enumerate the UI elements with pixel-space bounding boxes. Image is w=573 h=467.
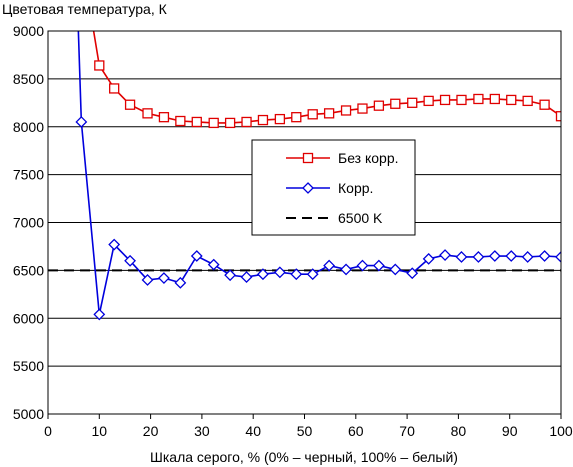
data-point-diamond <box>302 182 314 194</box>
data-point-square <box>489 93 500 105</box>
series-group <box>48 31 561 321</box>
data-point-square <box>390 98 401 109</box>
data-point-square <box>175 115 186 127</box>
x-tick-label: 20 <box>143 423 159 439</box>
data-point-square <box>522 95 533 107</box>
data-point-diamond <box>505 250 518 262</box>
data-point-diamond <box>93 308 106 321</box>
data-point-square <box>208 117 219 129</box>
data-point-square <box>302 152 314 164</box>
data-point-diamond <box>340 263 352 276</box>
y-tick-label: 5000 <box>13 406 44 422</box>
y-tick-label: 7000 <box>13 215 44 231</box>
x-tick-label: 90 <box>502 423 518 439</box>
legend-label: Корр. <box>338 180 373 196</box>
y-tick-labels: 5000 5500 6000 6500 7000 7500 8000 8500 9000 <box>13 23 44 422</box>
x-tick-label: 0 <box>44 423 52 439</box>
data-point-square <box>241 116 252 128</box>
x-tick-label: 30 <box>194 423 210 439</box>
data-point-diamond <box>158 272 170 284</box>
y-tick-label: 5500 <box>13 358 44 374</box>
legend-box <box>251 139 416 236</box>
legend-label: 6500 K <box>338 210 383 226</box>
data-point-diamond <box>521 251 534 263</box>
data-point-diamond <box>538 250 551 262</box>
data-point-square <box>94 60 105 71</box>
x-tick-label: 70 <box>399 423 415 439</box>
data-point-diamond <box>372 259 385 272</box>
x-tick-label: 60 <box>348 423 364 439</box>
data-point-diamond <box>323 259 336 272</box>
data-point-square <box>323 108 335 119</box>
x-axis-title: Шкала серого, % (0% – черный, 100% – бел… <box>150 449 458 465</box>
plot-area-frame <box>47 30 562 415</box>
data-point-diamond <box>306 268 319 281</box>
data-point-diamond <box>124 254 136 267</box>
data-point-square <box>191 116 202 128</box>
data-point-square <box>373 100 385 111</box>
data-point-diamond <box>75 116 88 128</box>
data-point-diamond <box>174 276 187 289</box>
legend-label: Без корр. <box>338 150 399 166</box>
data-point-diamond <box>406 267 419 280</box>
series-1 <box>75 31 561 321</box>
data-point-diamond <box>141 274 154 286</box>
data-point-diamond <box>207 258 220 271</box>
y-tick-label: 9000 <box>13 23 44 39</box>
data-point-diamond <box>224 269 237 282</box>
y-tick-label: 8000 <box>13 119 44 135</box>
data-point-diamond <box>257 268 269 281</box>
data-point-diamond <box>488 250 501 262</box>
data-point-diamond <box>555 251 561 263</box>
data-point-square <box>407 97 418 108</box>
data-point-square <box>274 113 286 125</box>
y-tick-label: 7500 <box>13 167 44 183</box>
y-tick-label: 8500 <box>13 71 44 87</box>
data-point-square <box>506 94 517 106</box>
data-point-square <box>291 112 302 123</box>
data-point-square <box>555 111 561 122</box>
x-tick-labels: 0 10 20 30 40 50 60 70 80 90 100 <box>44 414 573 439</box>
data-point-square <box>439 94 451 106</box>
data-point-square <box>423 95 434 107</box>
x-tick-label: 10 <box>92 423 108 439</box>
data-point-diamond <box>472 251 485 263</box>
x-tick-label: 50 <box>297 423 313 439</box>
data-point-square <box>307 109 318 120</box>
data-point-square <box>257 114 269 126</box>
data-point-square <box>109 83 120 94</box>
legend: Без корр. Корр. 6500 K <box>251 139 416 236</box>
x-tick-label: 40 <box>245 423 261 439</box>
data-point-square <box>340 105 352 116</box>
data-point-square <box>456 94 467 106</box>
data-point-square <box>473 93 484 105</box>
data-point-diamond <box>290 268 303 281</box>
data-point-square <box>158 112 170 123</box>
data-point-diamond <box>455 251 468 263</box>
data-point-square <box>539 99 550 110</box>
data-point-diamond <box>190 250 203 262</box>
data-point-square <box>357 103 368 114</box>
y-axis-title: Цветовая температура, К <box>2 1 168 17</box>
data-point-square <box>124 99 136 110</box>
data-point-diamond <box>389 263 402 276</box>
data-point-diamond <box>273 266 286 279</box>
data-point-diamond <box>439 249 451 261</box>
series-0 <box>92 31 561 129</box>
data-point-square <box>142 108 153 119</box>
data-point-diamond <box>108 238 121 251</box>
data-point-diamond <box>356 259 369 272</box>
x-tick-label: 100 <box>549 423 573 439</box>
data-point-square <box>224 117 236 129</box>
data-point-diamond <box>240 271 253 283</box>
y-tick-label: 6500 <box>13 262 44 278</box>
data-point-diamond <box>422 252 435 265</box>
x-tick-label: 80 <box>451 423 467 439</box>
y-tick-label: 6000 <box>13 310 44 326</box>
